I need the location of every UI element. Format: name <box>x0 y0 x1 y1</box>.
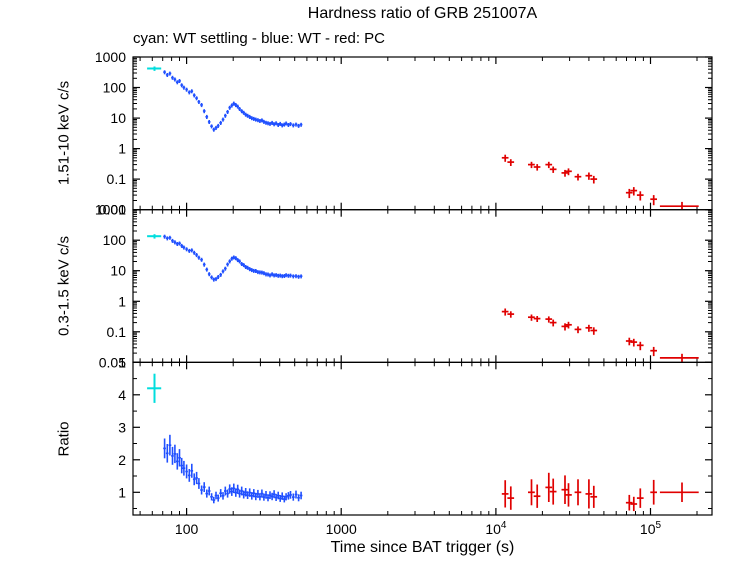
svg-text:1: 1 <box>118 484 126 500</box>
svg-text:4: 4 <box>118 387 126 403</box>
svg-text:1: 1 <box>118 293 126 309</box>
series-pc <box>501 154 699 210</box>
series-wt-settling <box>147 234 162 239</box>
series-wt <box>163 70 303 132</box>
svg-text:1000: 1000 <box>95 49 126 65</box>
svg-text:0.1: 0.1 <box>107 324 127 340</box>
svg-text:10: 10 <box>110 263 126 279</box>
series-wt <box>163 434 303 504</box>
series-pc <box>501 472 699 512</box>
svg-text:100: 100 <box>103 232 127 248</box>
svg-text:1: 1 <box>118 141 126 157</box>
svg-text:100: 100 <box>175 521 199 537</box>
series-wt-settling <box>147 373 162 403</box>
svg-text:0.01: 0.01 <box>99 202 126 218</box>
svg-text:105: 105 <box>640 520 662 537</box>
panel-ratio: 5 4 3 2 1 <box>118 354 713 516</box>
svg-text:1000: 1000 <box>95 202 126 218</box>
svg-text:104: 104 <box>485 520 507 537</box>
chart-legend: cyan: WT settling - blue: WT - red: PC <box>133 30 386 47</box>
panel-soft-band: 1000 100 10 1 0.1 0.01 <box>95 202 713 370</box>
chart-title: Hardness ratio of GRB 251007A <box>307 5 538 22</box>
svg-text:1000: 1000 <box>326 521 357 537</box>
svg-text:2: 2 <box>118 452 126 468</box>
svg-text:10: 10 <box>110 110 126 126</box>
svg-text:0.1: 0.1 <box>107 171 127 187</box>
svg-text:0.01: 0.01 <box>99 354 126 370</box>
series-pc <box>501 308 699 363</box>
panel-hard-band: 1000 100 10 1 0.1 0.01 <box>95 49 713 218</box>
x-axis-label: Time since BAT trigger (s) <box>330 539 515 556</box>
series-wt-settling <box>147 66 162 71</box>
svg-text:5: 5 <box>118 354 126 370</box>
series-wt <box>163 234 303 282</box>
svg-text:3: 3 <box>118 419 126 435</box>
svg-text:100: 100 <box>103 80 127 96</box>
